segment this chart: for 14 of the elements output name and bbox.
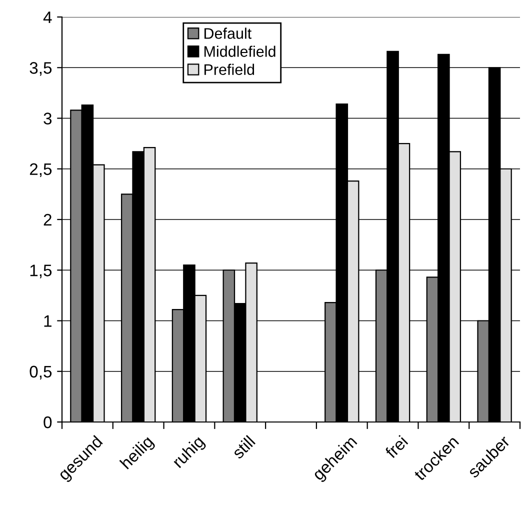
x-tick-label: still <box>231 434 256 460</box>
y-tick-label: 1,5 <box>30 264 52 278</box>
y-tick-label: 4 <box>43 12 52 24</box>
y-tick-label: 3 <box>44 112 52 124</box>
legend-label: Default <box>204 28 252 39</box>
legend-label: Middlefield <box>204 46 276 57</box>
y-tick-label: 3,5 <box>30 62 52 76</box>
y-tick-label: 2 <box>44 214 52 226</box>
legend-label: Prefield <box>204 64 254 76</box>
y-tick-label: 0 <box>44 416 52 428</box>
y-tick-label: 2,5 <box>30 163 52 178</box>
y-tick-label: 0,5 <box>30 366 52 380</box>
y-tick-label: 1 <box>44 315 52 327</box>
x-tick-label: frei <box>384 434 408 460</box>
